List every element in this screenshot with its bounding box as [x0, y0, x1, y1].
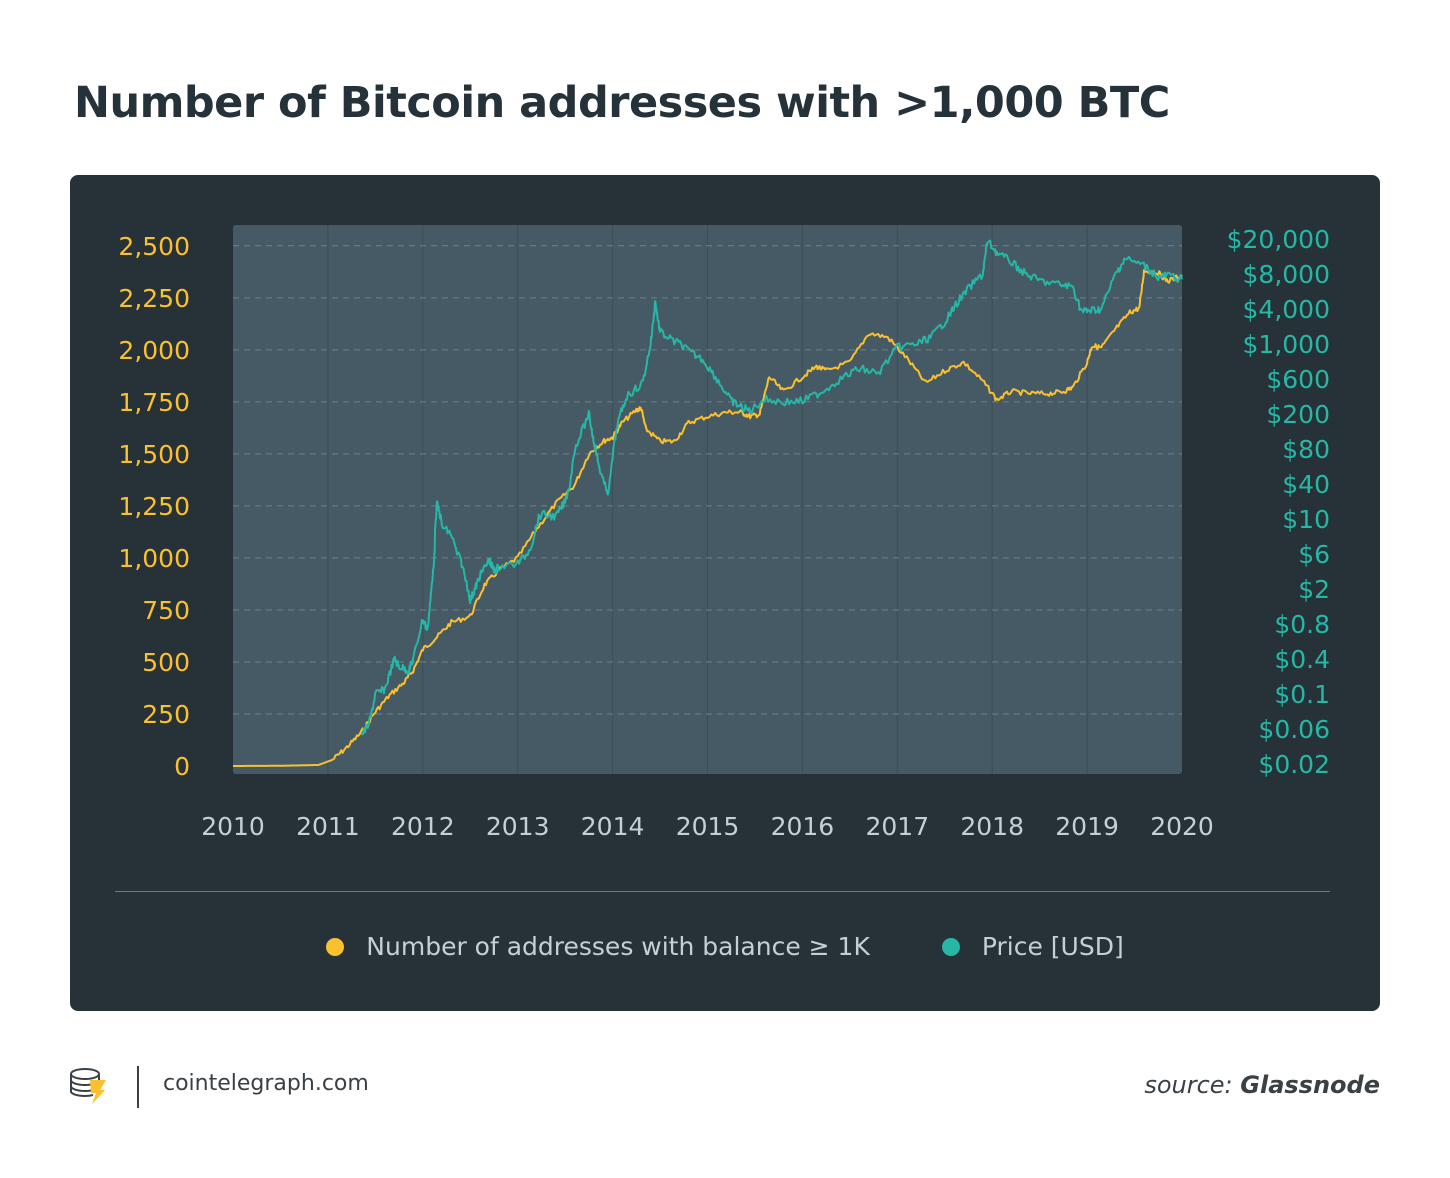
- legend-item-price: Price [USD]: [941, 932, 1124, 961]
- y-right-tick-label: $0.4: [1274, 645, 1330, 674]
- x-tick-label: 2013: [486, 812, 550, 841]
- x-tick-label: 2012: [391, 812, 455, 841]
- x-tick-label: 2014: [581, 812, 645, 841]
- y-left-tick-label: 1,500: [118, 440, 190, 469]
- y-right-tick-label: $0.8: [1274, 610, 1330, 639]
- legend-item-addresses: Number of addresses with balance ≥ 1K: [326, 932, 870, 961]
- y-left-tick-label: 2,500: [118, 232, 190, 261]
- chart-svg: 0 250 500 750 1,000 1,250 1,500 1,750 2,000 2,250…: [118, 225, 1330, 841]
- x-tick-label: 2018: [960, 812, 1024, 841]
- y-left-tick-label: 750: [142, 596, 190, 625]
- y-right-tick-label: $40: [1282, 470, 1330, 499]
- y-right-tick-label: $6: [1298, 540, 1330, 569]
- y-left-tick-label: 1,000: [118, 544, 190, 573]
- legend-dot-price: [941, 937, 960, 956]
- legend: Number of addresses with balance ≥ 1K Pr…: [70, 932, 1380, 961]
- source-prefix: source:: [1144, 1071, 1233, 1099]
- footer-site: cointelegraph.com: [163, 1071, 369, 1096]
- x-tick-label: 2017: [865, 812, 929, 841]
- cointelegraph-logo-icon: [70, 1068, 106, 1104]
- y-right-tick-label: $0.06: [1258, 715, 1330, 744]
- x-tick-label: 2015: [676, 812, 740, 841]
- footer-source: source: Glassnode: [1144, 1071, 1380, 1099]
- series-line-price: [360, 239, 1183, 736]
- y-right-tick-label: $8,000: [1243, 260, 1330, 289]
- y-left-tick-label: 1,250: [118, 492, 190, 521]
- y-left-tick-label: 2,250: [118, 284, 190, 313]
- x-tick-label: 2011: [296, 812, 360, 841]
- y-left-tick-label: 0: [174, 752, 190, 781]
- legend-divider: [115, 891, 1330, 892]
- y-left-tick-label: 2,000: [118, 336, 190, 365]
- y-left-tick-label: 1,750: [118, 388, 190, 417]
- x-tick-label: 2020: [1150, 812, 1214, 841]
- legend-dot-addresses: [326, 937, 345, 956]
- y-right-tick-label: $10: [1282, 505, 1330, 534]
- y-left-tick-label: 250: [142, 700, 190, 729]
- legend-label-price: Price [USD]: [981, 932, 1124, 961]
- y-right-tick-label: $1,000: [1243, 330, 1330, 359]
- chart-panel: 0 250 500 750 1,000 1,250 1,500 1,750 2,000 2,250…: [70, 175, 1380, 1011]
- x-tick-label: 2016: [771, 812, 835, 841]
- y-right-tick-label: $4,000: [1243, 295, 1330, 324]
- series-line-addresses: [233, 269, 1183, 767]
- y-right-tick-label: $80: [1282, 435, 1330, 464]
- x-tick-label: 2019: [1055, 812, 1119, 841]
- y-right-tick-label: $2: [1298, 575, 1330, 604]
- y-left-tick-label: 500: [142, 648, 190, 677]
- chart-title: Number of Bitcoin addresses with >1,000 …: [74, 78, 1170, 128]
- y-right-tick-label: $200: [1266, 400, 1330, 429]
- source-name: Glassnode: [1240, 1071, 1380, 1099]
- footer-separator: [137, 1066, 139, 1108]
- y-right-tick-label: $600: [1266, 365, 1330, 394]
- y-right-tick-label: $20,000: [1227, 225, 1330, 254]
- y-right-tick-label: $0.1: [1274, 680, 1330, 709]
- legend-label-addresses: Number of addresses with balance ≥ 1K: [366, 932, 870, 961]
- y-right-tick-label: $0.02: [1258, 750, 1330, 779]
- x-tick-label: 2010: [201, 812, 265, 841]
